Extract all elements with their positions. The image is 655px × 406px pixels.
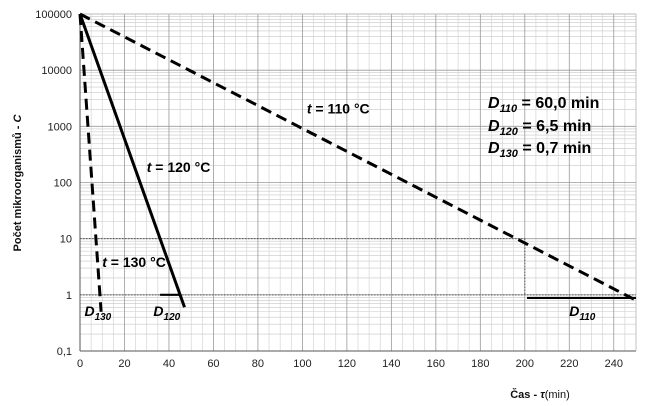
x-tick-label: 40 — [163, 358, 175, 370]
d-labels: D130 D120 D110 — [84, 303, 595, 323]
series-line-2 — [78, 13, 186, 308]
x-tick-label: 20 — [118, 358, 130, 370]
y-tick-label: 10 — [60, 234, 72, 246]
x-tick-label: 240 — [605, 358, 623, 370]
x-tick-label: 80 — [252, 358, 264, 370]
d-label-2: D120 — [153, 303, 180, 323]
x-tick-label: 220 — [560, 358, 578, 370]
series-labels: t = 110 °C t = 120 °C t = 130 °C — [102, 100, 369, 270]
x-tick-label: 160 — [427, 358, 445, 370]
x-tick-label: 100 — [293, 358, 311, 370]
x-tick-label: 180 — [471, 358, 489, 370]
series-label-3: t = 130 °C — [102, 254, 166, 270]
x-axis-title: Čas - τ(min) — [510, 388, 570, 401]
d-label-3: D110 — [569, 303, 596, 323]
y-tick-label: 100 — [54, 178, 72, 190]
d-value-3: D130 = 0,7 min — [488, 140, 591, 160]
d-segments — [160, 293, 636, 300]
y-tick-label: 1000 — [48, 121, 72, 133]
series-line-1 — [79, 12, 637, 302]
y-axis-title: Počet mikroorganismů - C — [12, 113, 24, 251]
y-tick-labels: 0,1 1 10 100 1000 10000 100000 — [35, 9, 72, 358]
x-tick-labels: 0 20 40 60 80 100 120 140 160 180 200 220 240 — [77, 358, 623, 370]
d-value-2: D120 = 6,5 min — [488, 118, 591, 138]
y-tick-label: 100000 — [35, 9, 72, 21]
x-tick-label: 200 — [516, 358, 534, 370]
y-tick-label: 0,1 — [57, 346, 72, 358]
x-tick-label: 0 — [77, 358, 83, 370]
x-tick-label: 140 — [382, 358, 400, 370]
x-tick-label: 60 — [207, 358, 219, 370]
series-label-1: t = 110 °C — [307, 100, 370, 116]
reference-lines — [80, 238, 636, 296]
d-value-1: D110 = 60,0 min — [488, 95, 599, 115]
y-tick-label: 10000 — [41, 65, 72, 77]
series-layer — [78, 12, 637, 312]
axes — [79, 13, 637, 352]
series-label-2: t = 120 °C — [147, 159, 211, 175]
series-line-3 — [78, 13, 103, 312]
y-tick-label: 1 — [66, 290, 72, 302]
x-tick-label: 120 — [338, 358, 356, 370]
d-label-1: D130 — [84, 303, 111, 323]
